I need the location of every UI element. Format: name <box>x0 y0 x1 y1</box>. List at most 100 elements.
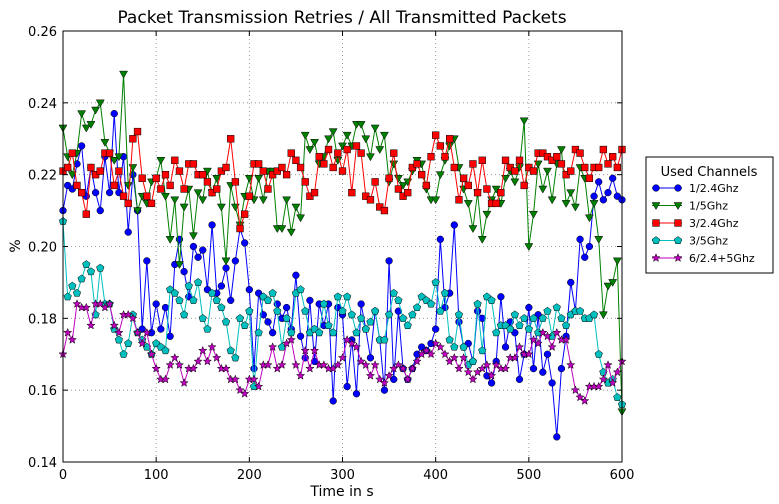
data-point <box>286 334 296 344</box>
data-point <box>226 346 235 355</box>
data-point <box>510 178 520 187</box>
data-point <box>231 178 240 186</box>
legend-item: 3/2.4Ghz <box>652 217 739 230</box>
data-point <box>319 299 328 308</box>
data-point <box>207 288 217 297</box>
data-point <box>105 149 114 157</box>
data-point <box>110 109 118 118</box>
data-point <box>390 375 398 384</box>
data-point <box>575 392 585 402</box>
data-point <box>449 352 459 362</box>
data-point <box>170 196 180 205</box>
data-point <box>394 307 403 315</box>
data-point <box>249 374 259 384</box>
data-point <box>105 188 114 197</box>
data-point <box>72 299 82 308</box>
data-point <box>361 135 371 144</box>
data-point <box>62 327 73 337</box>
legend-marker <box>652 219 660 227</box>
data-point <box>338 306 347 315</box>
data-point <box>407 363 418 373</box>
data-point <box>189 242 198 251</box>
data-point <box>612 367 623 377</box>
data-point <box>180 185 188 193</box>
data-point <box>333 360 343 369</box>
legend-label: 6/2.4+5Ghz <box>689 252 755 265</box>
data-point <box>515 321 524 329</box>
data-point <box>166 332 174 340</box>
data-point <box>282 196 292 205</box>
data-point <box>371 178 379 186</box>
data-point <box>295 370 306 380</box>
data-point <box>133 127 142 136</box>
data-point <box>179 378 189 387</box>
data-point <box>142 327 152 337</box>
data-point <box>590 192 598 200</box>
data-point <box>91 188 100 197</box>
data-point <box>179 203 189 212</box>
data-point <box>458 352 469 362</box>
data-point <box>343 382 351 391</box>
data-point <box>497 188 505 197</box>
data-point <box>165 360 175 369</box>
data-point <box>552 303 561 312</box>
data-point <box>291 360 301 369</box>
data-point <box>212 352 222 362</box>
data-point <box>557 364 566 373</box>
data-point <box>468 357 478 365</box>
data-point <box>394 185 403 193</box>
data-point <box>351 342 362 352</box>
data-point <box>366 354 375 362</box>
data-point <box>497 293 505 301</box>
data-point <box>445 335 454 344</box>
data-point <box>598 374 609 384</box>
data-point <box>609 174 617 182</box>
data-point <box>87 163 95 172</box>
legend-item: 3/5Ghz <box>651 235 728 248</box>
data-point <box>222 264 230 272</box>
legend-item: 6/2.4+5Ghz <box>651 252 755 265</box>
data-point <box>175 167 184 175</box>
y-tick-label: 0.16 <box>28 384 57 399</box>
data-point <box>81 124 91 133</box>
x-tick-label: 0 <box>59 468 67 483</box>
data-point <box>263 296 273 304</box>
data-point <box>506 324 515 333</box>
data-point <box>96 263 105 272</box>
data-point <box>594 349 603 358</box>
data-point <box>277 360 287 369</box>
data-point <box>431 338 441 348</box>
legend-marker <box>673 253 683 262</box>
data-point <box>412 356 422 366</box>
data-point <box>464 181 472 190</box>
data-point <box>236 224 244 233</box>
data-point <box>398 314 408 322</box>
data-point <box>315 328 324 337</box>
data-point <box>230 374 241 384</box>
data-point <box>342 131 352 140</box>
data-point <box>608 279 618 287</box>
data-point <box>161 303 170 312</box>
data-point <box>245 306 254 315</box>
data-point <box>454 363 464 373</box>
data-point <box>609 153 617 161</box>
data-point <box>347 338 357 348</box>
data-point <box>198 314 207 322</box>
legend-box <box>645 156 774 274</box>
legend-marker <box>674 184 682 192</box>
data-point <box>305 363 315 373</box>
data-point <box>171 156 179 164</box>
data-point <box>557 160 566 168</box>
data-point <box>608 378 618 387</box>
data-point <box>398 363 408 373</box>
data-point <box>427 153 435 161</box>
data-point <box>306 296 314 305</box>
data-point <box>124 199 132 208</box>
data-point <box>296 285 305 294</box>
data-point <box>370 360 380 369</box>
data-point <box>547 196 557 205</box>
data-point <box>528 334 539 344</box>
data-point <box>235 314 245 322</box>
legend-label: 3/2.4Ghz <box>689 217 739 230</box>
data-point <box>300 131 310 140</box>
